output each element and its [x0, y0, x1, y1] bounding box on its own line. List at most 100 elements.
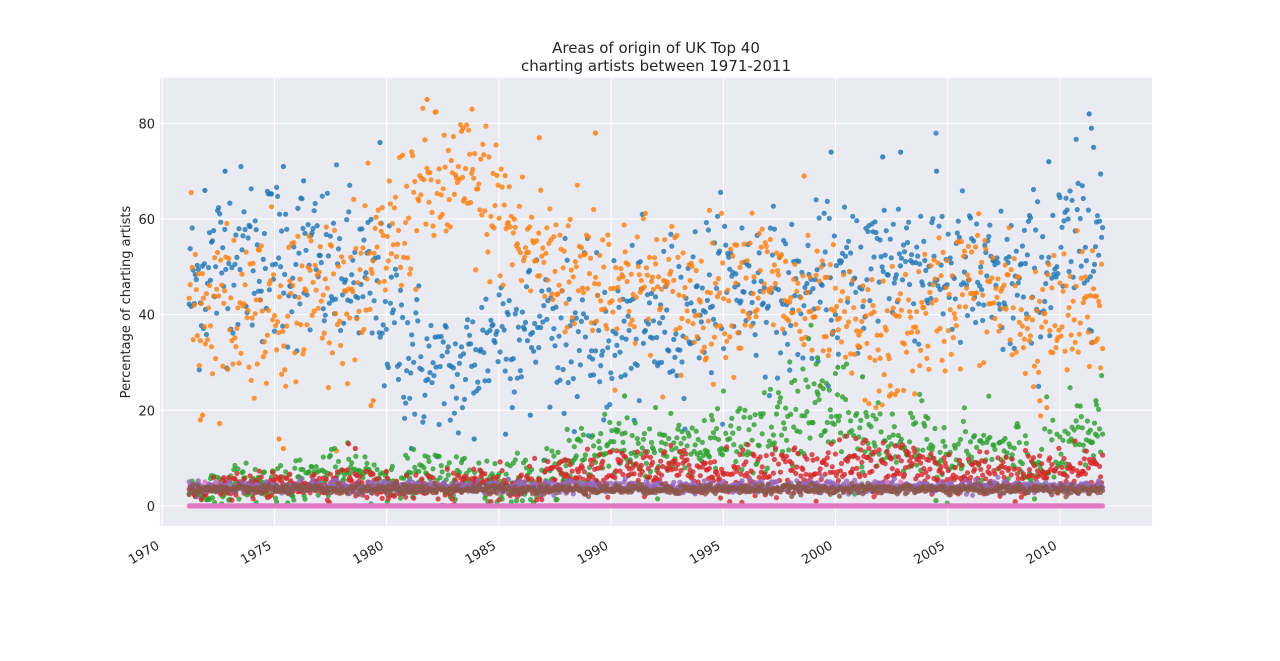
data-point — [562, 411, 567, 416]
data-point — [284, 323, 289, 328]
data-point — [731, 442, 736, 447]
data-point — [992, 316, 997, 321]
data-point — [1032, 364, 1037, 369]
data-point — [878, 237, 883, 242]
data-point — [597, 253, 602, 258]
data-point — [420, 420, 425, 425]
data-point — [362, 203, 367, 208]
data-point — [1078, 461, 1083, 466]
data-point — [632, 324, 637, 329]
data-point — [1007, 225, 1012, 230]
data-point — [561, 265, 566, 270]
data-point — [563, 236, 568, 241]
data-point — [896, 297, 901, 302]
data-point — [873, 464, 878, 469]
data-point — [694, 429, 699, 434]
data-point — [933, 297, 938, 302]
data-point — [805, 233, 810, 238]
data-point — [797, 329, 802, 334]
data-point — [760, 227, 765, 232]
data-point — [321, 306, 326, 311]
data-point — [263, 266, 268, 271]
data-point — [922, 424, 927, 429]
data-point — [1079, 414, 1084, 419]
data-point — [431, 233, 436, 238]
data-point — [410, 153, 415, 158]
data-point — [582, 457, 587, 462]
data-point — [789, 222, 794, 227]
data-point — [870, 303, 875, 308]
data-point — [1071, 299, 1076, 304]
data-point — [786, 318, 791, 323]
data-point — [1046, 262, 1051, 267]
data-point — [747, 477, 752, 482]
data-point — [953, 316, 958, 321]
data-point — [677, 348, 682, 353]
data-point — [623, 430, 628, 435]
data-point — [784, 454, 789, 459]
data-point — [231, 238, 236, 243]
data-point — [427, 170, 432, 175]
data-point — [360, 245, 365, 250]
data-point — [1058, 245, 1063, 250]
data-point — [798, 295, 803, 300]
data-point — [1080, 183, 1085, 188]
data-point — [752, 279, 757, 284]
data-point — [670, 289, 675, 294]
data-point — [762, 281, 767, 286]
data-point — [359, 226, 364, 231]
data-point — [444, 228, 449, 233]
data-point — [883, 461, 888, 466]
data-point — [356, 309, 361, 314]
data-point — [407, 271, 412, 276]
data-point — [512, 217, 517, 222]
data-point — [710, 240, 715, 245]
data-point — [372, 298, 377, 303]
data-point — [351, 197, 356, 202]
data-point — [668, 269, 673, 274]
data-point — [372, 251, 377, 256]
data-point — [234, 471, 239, 476]
data-point — [430, 360, 435, 365]
data-point — [215, 250, 220, 255]
data-point — [406, 216, 411, 221]
data-point — [928, 263, 933, 268]
data-point — [392, 320, 397, 325]
data-point — [190, 265, 195, 270]
data-point — [1035, 199, 1040, 204]
data-point — [595, 293, 600, 298]
data-point — [314, 464, 319, 469]
data-point — [349, 272, 354, 277]
data-point — [651, 318, 656, 323]
data-point — [194, 277, 199, 282]
data-point — [478, 157, 483, 162]
data-point — [292, 466, 297, 471]
data-point — [1050, 418, 1055, 423]
data-point — [249, 378, 254, 383]
data-point — [360, 294, 365, 299]
data-point — [312, 208, 317, 213]
data-point — [783, 241, 788, 246]
data-point — [1061, 456, 1066, 461]
data-point — [788, 412, 793, 417]
data-point — [218, 258, 223, 263]
data-point — [709, 370, 714, 375]
data-point — [218, 220, 223, 225]
data-point — [960, 292, 965, 297]
data-point — [612, 475, 617, 480]
data-point — [1099, 262, 1104, 267]
data-point — [979, 287, 984, 292]
data-point — [881, 440, 886, 445]
data-point — [504, 472, 509, 477]
data-point — [635, 363, 640, 368]
data-point — [299, 263, 304, 268]
data-point — [436, 179, 441, 184]
data-point — [972, 467, 977, 472]
data-point — [1096, 253, 1101, 258]
data-point — [330, 350, 335, 355]
data-point — [953, 296, 958, 301]
data-point — [851, 305, 856, 310]
data-point — [816, 392, 821, 397]
data-point — [643, 328, 648, 333]
data-point — [1009, 472, 1014, 477]
